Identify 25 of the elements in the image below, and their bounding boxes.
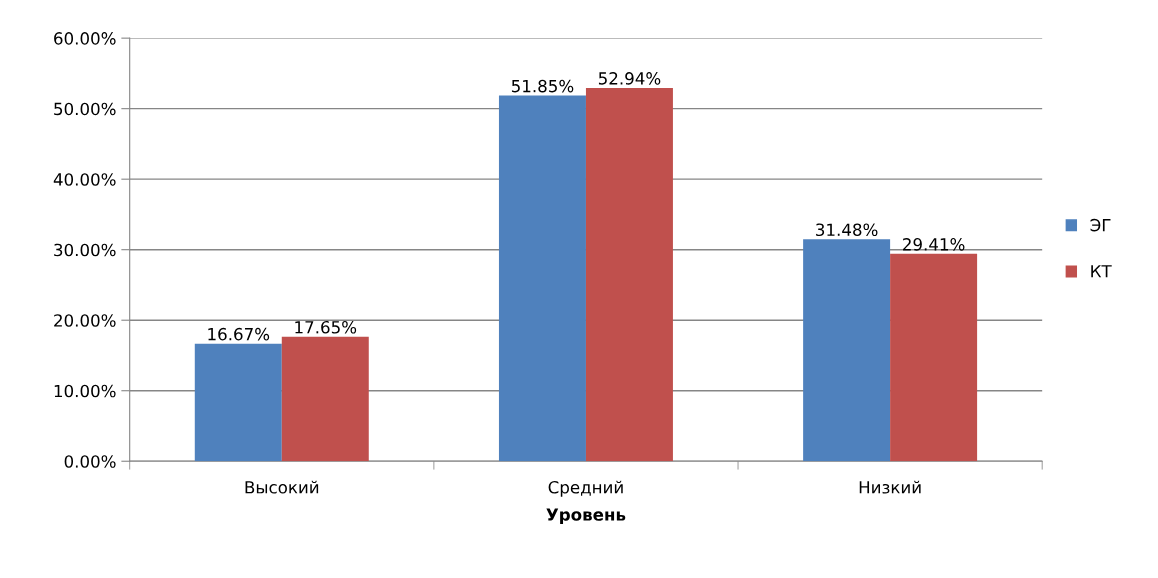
data-label: 16.67%: [208, 327, 270, 341]
x-axis-title: Уровень: [546, 508, 626, 525]
bar: [803, 239, 891, 462]
legend-label: ЭГ: [1090, 218, 1111, 232]
y-tick-label: 60.00%: [54, 32, 116, 45]
x-tick-label: Средний: [548, 480, 623, 497]
bar: [281, 336, 369, 462]
data-label: 31.48%: [816, 223, 878, 237]
bar: [498, 95, 586, 462]
y-tick-label: 20.00%: [54, 314, 116, 327]
data-label: 52.94%: [598, 72, 661, 85]
data-label: 51.85%: [511, 79, 574, 93]
bar: [890, 253, 978, 462]
data-label: 29.41%: [903, 238, 965, 251]
y-tick-label: 10.00%: [54, 384, 116, 398]
x-tick-label: Высокий: [245, 480, 319, 494]
y-tick-label: 0.00%: [64, 455, 116, 468]
y-tick-label: 50.00%: [54, 102, 116, 116]
y-tick-label: 30.00%: [54, 243, 116, 257]
legend-label: КТ: [1091, 265, 1112, 278]
data-label: 17.65%: [295, 320, 357, 334]
x-tick-label: Низкий: [859, 480, 921, 494]
bar: [585, 87, 673, 462]
bar: [194, 343, 282, 462]
y-tick-label: 40.00%: [53, 173, 116, 186]
